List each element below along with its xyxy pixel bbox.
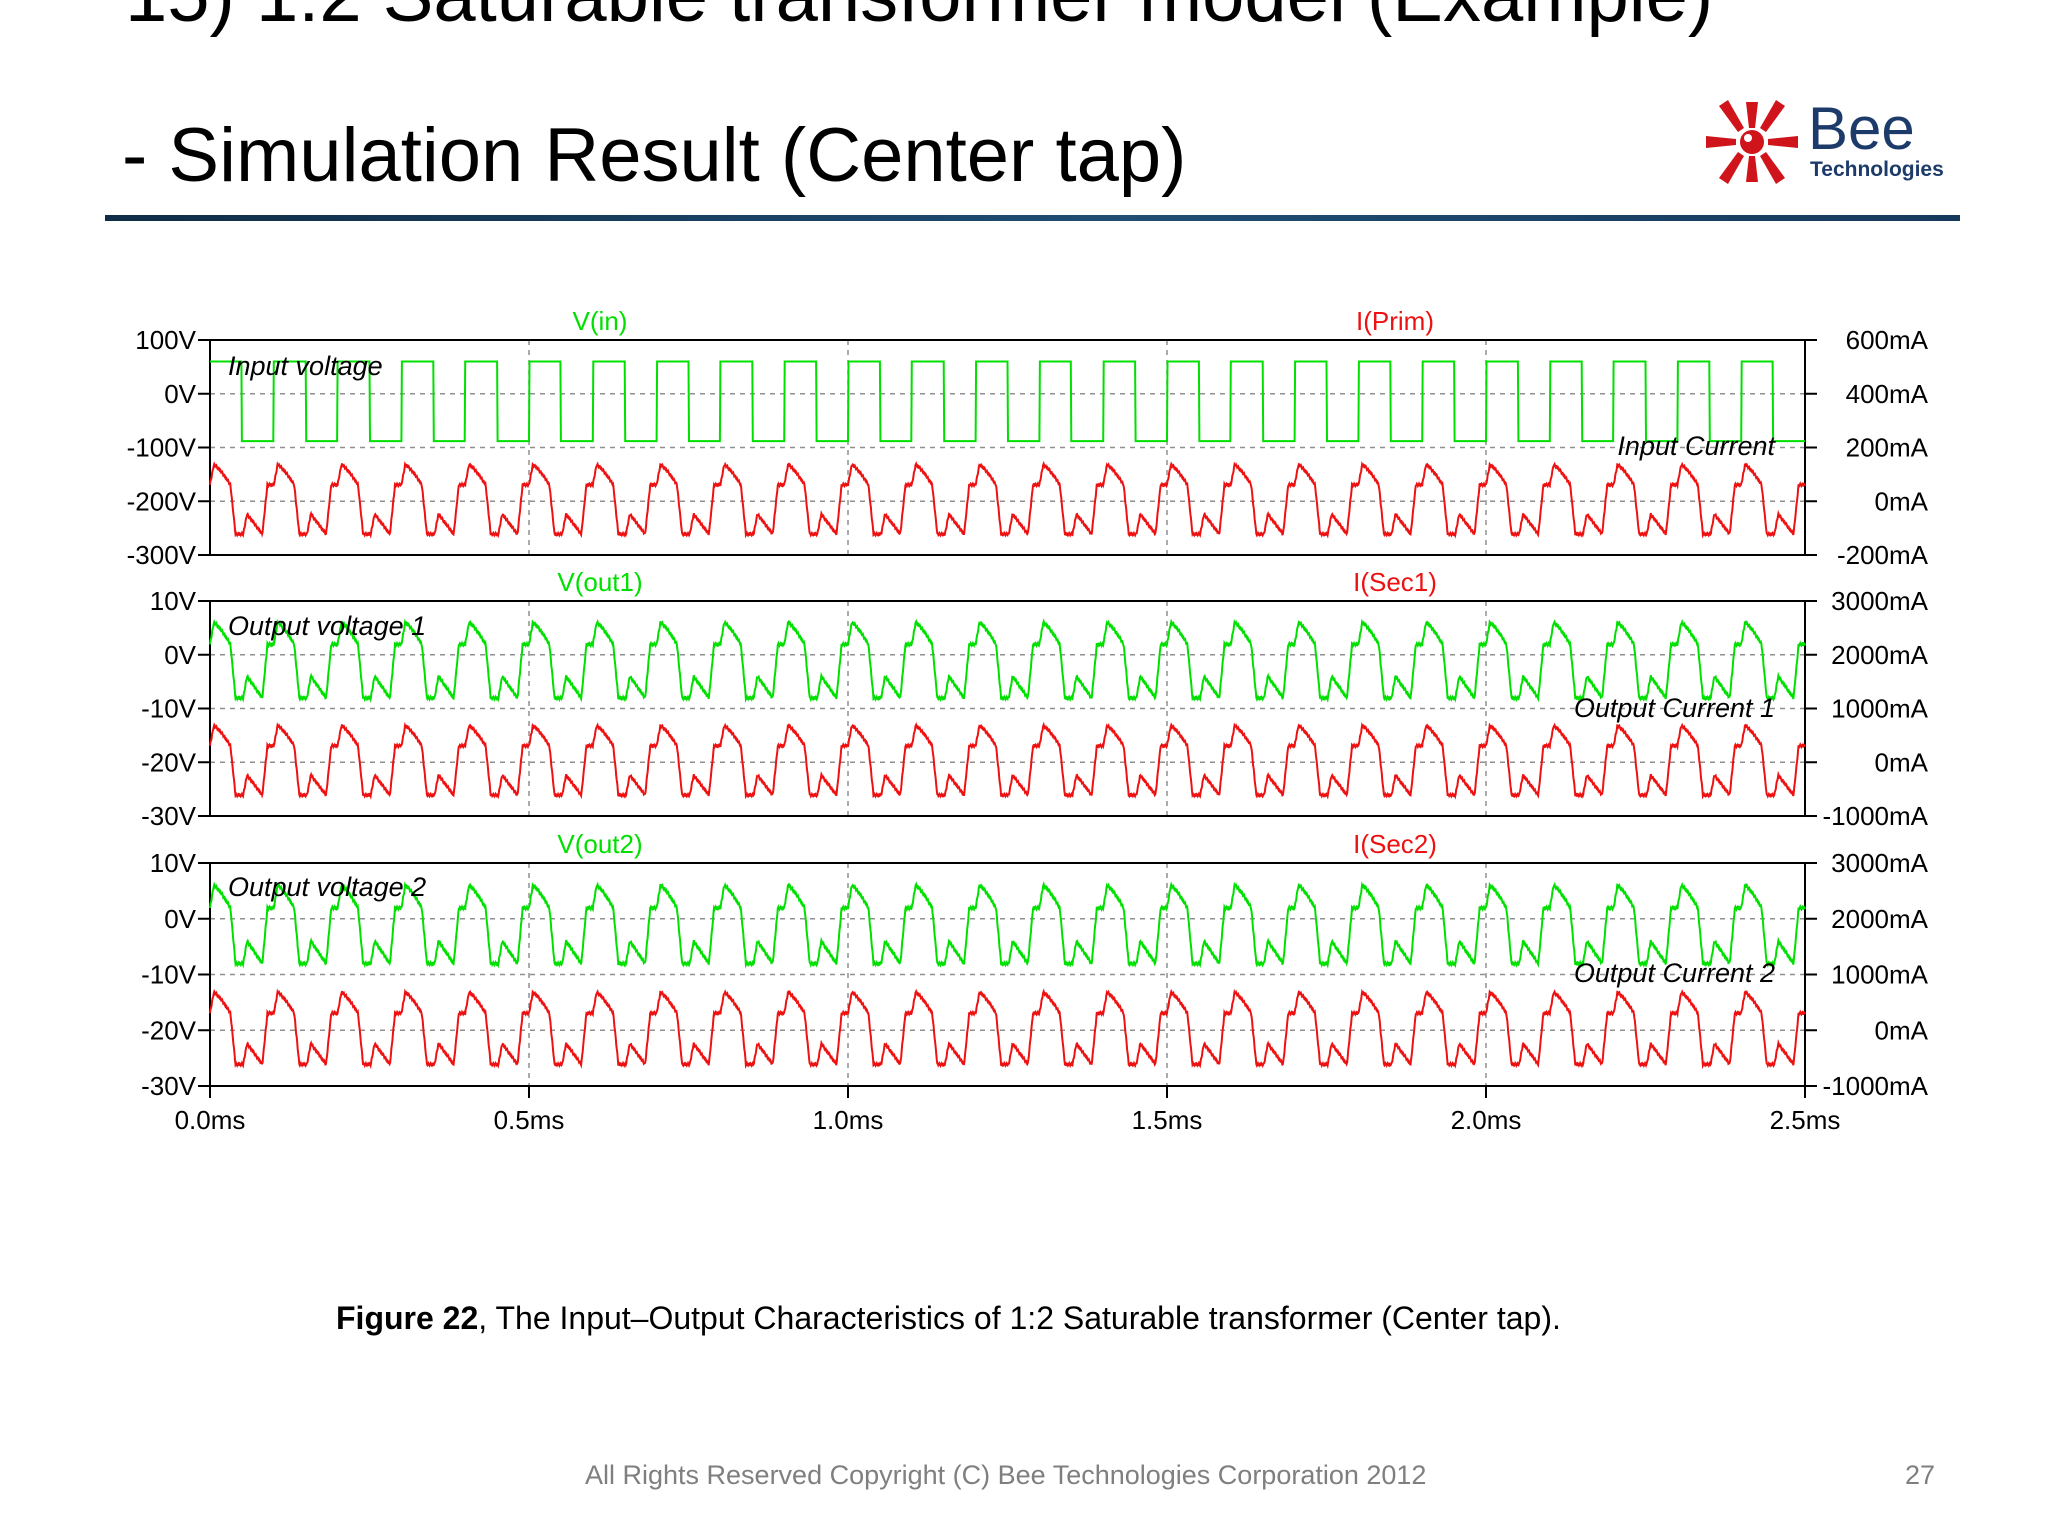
x-tick-label: 1.5ms (1132, 1105, 1203, 1135)
slide-subtitle: - Simulation Result (Center tap) (122, 113, 1187, 198)
left-tick-label: -200V (127, 486, 197, 516)
trace-annotation: Input voltage (228, 351, 383, 381)
slide-title: 15) 1:2 Saturable transformer model (Exa… (125, 0, 1713, 34)
i-prim-trace (209, 460, 1806, 539)
trace-annotation: Input Current (1617, 431, 1776, 461)
left-tick-label: 0V (164, 640, 196, 670)
figure-number: Figure 22 (336, 1300, 479, 1336)
logo-tagline: Technologies (1810, 158, 1944, 181)
left-tick-label: 0V (164, 904, 196, 934)
right-tick-label: 0mA (1875, 1015, 1929, 1045)
right-tick-label: -1000mA (1823, 1071, 1929, 1101)
v-out1-trace (209, 618, 1806, 704)
right-tick-label: 400mA (1846, 379, 1929, 409)
i-sec2-series-name: I(Sec2) (1353, 829, 1437, 859)
i-sec2-trace (209, 988, 1806, 1070)
left-tick-label: 100V (135, 325, 196, 355)
right-tick-label: 2000mA (1831, 640, 1928, 670)
i-prim-series-name: I(Prim) (1356, 306, 1434, 336)
right-tick-label: 0mA (1875, 747, 1929, 777)
logo-name: Bee (1808, 95, 1915, 162)
left-tick-label: 10V (150, 848, 197, 878)
bee-technologies-logo: Bee Technologies (1706, 95, 1944, 184)
trace-annotation: Output Current 1 (1574, 693, 1775, 723)
right-tick-label: 1000mA (1831, 960, 1928, 990)
left-tick-label: -30V (141, 1071, 197, 1101)
right-tick-label: 600mA (1846, 325, 1929, 355)
left-tick-label: -20V (141, 747, 197, 777)
v-out2-trace (209, 880, 1806, 969)
right-tick-label: 200mA (1846, 433, 1929, 463)
right-tick-label: 2000mA (1831, 904, 1928, 934)
logo-burst-icon (1706, 100, 1798, 184)
x-tick-label: 0.0ms (175, 1105, 246, 1135)
left-tick-label: -10V (141, 694, 197, 724)
left-tick-label: 0V (164, 379, 196, 409)
x-tick-label: 2.0ms (1451, 1105, 1522, 1135)
right-tick-label: -1000mA (1823, 801, 1929, 831)
figure-caption-text: , The Input–Output Characteristics of 1:… (478, 1300, 1561, 1336)
v-out2-series-name: V(out2) (557, 829, 642, 859)
right-tick-label: -200mA (1837, 540, 1929, 570)
right-tick-label: 1000mA (1831, 694, 1928, 724)
x-tick-label: 0.5ms (494, 1105, 565, 1135)
page-number: 27 (1905, 1460, 1936, 1490)
copyright-footer: All Rights Reserved Copyright (C) Bee Te… (585, 1460, 1427, 1490)
left-tick-label: -30V (141, 801, 197, 831)
v-out1-series-name: V(out1) (557, 567, 642, 597)
figure-caption: Figure 22, The Input–Output Characterist… (336, 1300, 1561, 1337)
plot-frame (209, 862, 1806, 1087)
right-tick-label: 3000mA (1831, 586, 1928, 616)
left-tick-label: -100V (127, 433, 197, 463)
left-tick-label: 10V (150, 586, 197, 616)
v-in-trace (210, 360, 1805, 443)
plot-frame (209, 600, 1806, 817)
left-tick-label: -20V (141, 1015, 197, 1045)
trace-annotation: Output Current 2 (1574, 958, 1775, 988)
left-tick-label: -10V (141, 960, 197, 990)
i-sec1-trace (209, 721, 1806, 800)
trace-annotation: Output voltage 2 (228, 872, 426, 902)
trace-annotation: Output voltage 1 (228, 611, 426, 641)
x-tick-label: 2.5ms (1770, 1105, 1841, 1135)
v-in-series-name: V(in) (573, 306, 628, 336)
right-tick-label: 3000mA (1831, 848, 1928, 878)
left-tick-label: -300V (127, 540, 197, 570)
right-tick-label: 0mA (1875, 486, 1929, 516)
i-sec1-series-name: I(Sec1) (1353, 567, 1437, 597)
x-tick-label: 1.0ms (813, 1105, 884, 1135)
title-underline (105, 215, 1960, 221)
